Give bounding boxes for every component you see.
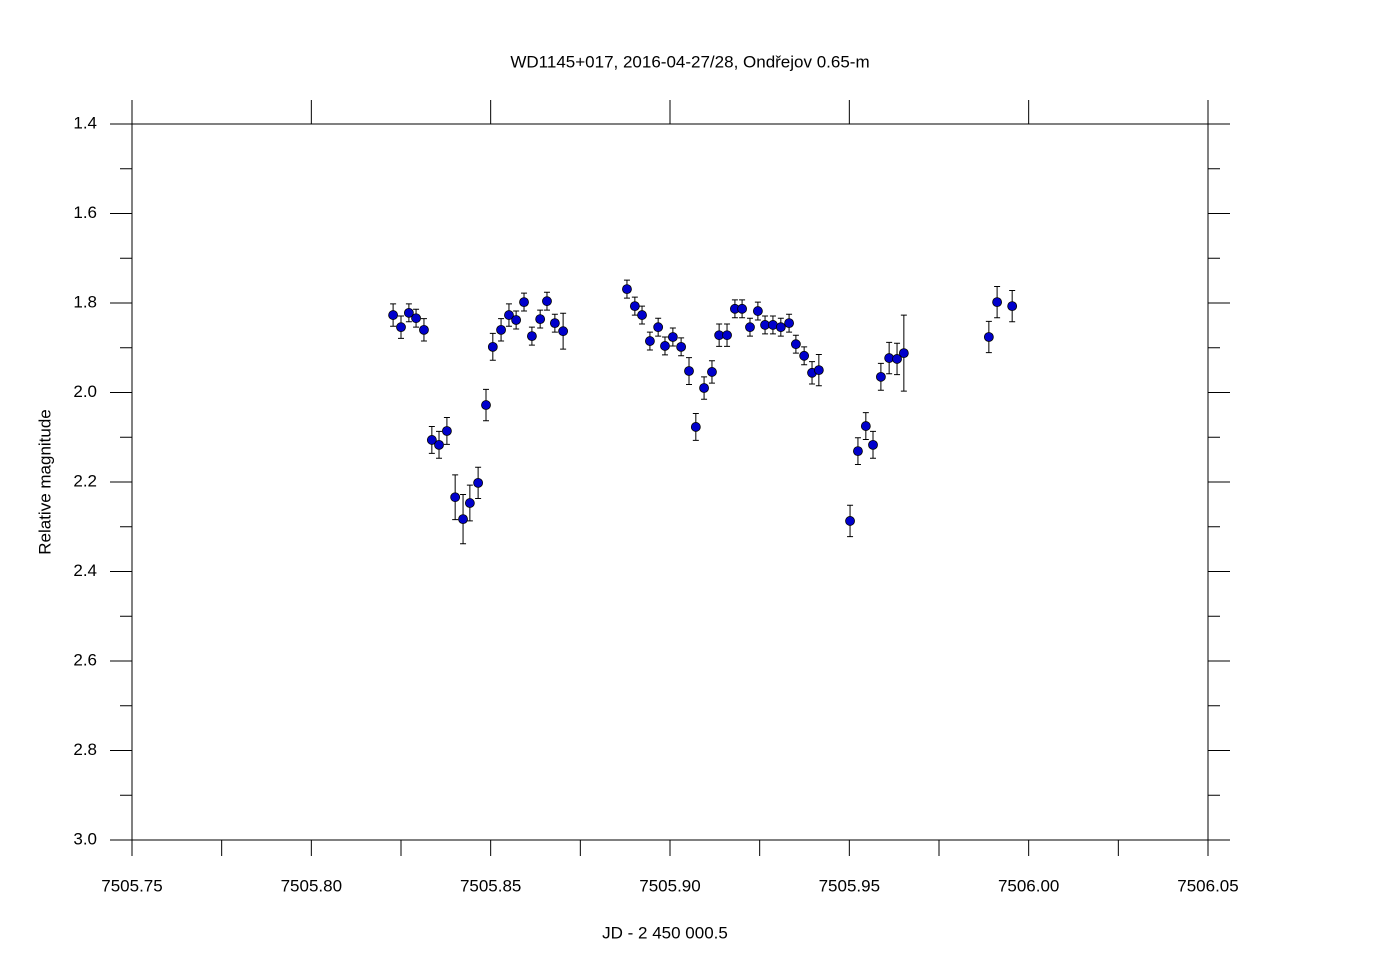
data-point xyxy=(707,367,717,377)
data-point xyxy=(845,516,855,526)
data-point xyxy=(458,514,468,525)
data-point xyxy=(667,332,678,342)
data-point xyxy=(799,350,810,361)
data-point xyxy=(481,400,491,410)
data-point xyxy=(487,341,498,352)
data-point xyxy=(775,322,786,333)
data-point xyxy=(875,371,886,382)
data-point xyxy=(898,348,909,359)
data-point xyxy=(645,336,655,346)
data-point xyxy=(722,330,732,341)
y-tick-label: 1.6 xyxy=(73,203,97,222)
data-point xyxy=(511,315,522,325)
y-tick-label: 3.0 xyxy=(73,829,97,848)
data-point xyxy=(558,326,569,337)
x-tick-label: 7505.95 xyxy=(819,876,880,895)
x-axis-label: JD - 2 450 000.5 xyxy=(602,923,728,942)
y-tick-label: 2.2 xyxy=(73,471,97,490)
data-point xyxy=(676,341,687,352)
y-tick-label: 2.8 xyxy=(73,740,97,759)
data-point xyxy=(784,318,794,329)
data-point xyxy=(637,310,647,320)
y-tick-label: 2.4 xyxy=(73,561,97,580)
data-point xyxy=(426,435,437,445)
y-tick-label: 2.6 xyxy=(73,650,97,669)
data-point xyxy=(396,322,406,333)
data-point xyxy=(992,297,1003,308)
data-point xyxy=(853,446,863,457)
y-axis-label: Relative magnitude xyxy=(35,409,54,555)
x-tick-label: 7505.80 xyxy=(281,876,342,895)
x-tick-label: 7506.00 xyxy=(998,876,1059,895)
data-point xyxy=(983,332,994,342)
data-point xyxy=(690,422,701,432)
data-point xyxy=(411,313,421,324)
y-tick-label: 1.8 xyxy=(73,292,97,311)
data-point xyxy=(542,296,552,307)
y-tick-label: 1.4 xyxy=(73,113,97,132)
data-point xyxy=(660,341,670,351)
data-point xyxy=(1007,301,1018,312)
data-point xyxy=(434,439,444,450)
data-point xyxy=(653,322,664,333)
data-point xyxy=(868,439,878,450)
data-point xyxy=(527,331,537,342)
x-tick-label: 7505.75 xyxy=(101,876,162,895)
data-point xyxy=(464,498,475,508)
y-tick-label: 2.0 xyxy=(73,382,97,401)
data-point xyxy=(892,354,902,364)
data-point xyxy=(535,314,546,325)
x-tick-label: 7505.85 xyxy=(460,876,521,895)
data-point xyxy=(403,307,414,318)
data-point xyxy=(473,477,484,488)
data-point xyxy=(388,310,399,320)
data-point xyxy=(622,284,632,295)
data-point xyxy=(684,366,694,376)
data-point xyxy=(549,318,560,329)
chart-title: WD1145+017, 2016-04-27/28, Ondřejov 0.65… xyxy=(510,52,869,71)
data-point xyxy=(496,324,506,335)
data-point xyxy=(752,306,763,316)
x-tick-label: 7505.90 xyxy=(639,876,700,895)
data-point xyxy=(442,426,452,436)
data-point xyxy=(699,383,709,393)
data-point xyxy=(419,324,429,335)
data-point xyxy=(737,303,747,314)
data-point xyxy=(813,365,824,376)
data-point xyxy=(745,322,755,333)
data-point xyxy=(629,301,640,312)
data-point xyxy=(504,310,514,320)
data-point xyxy=(790,339,801,350)
data-point xyxy=(519,297,529,308)
data-point xyxy=(450,492,461,503)
x-tick-label: 7506.05 xyxy=(1177,876,1238,895)
data-point xyxy=(860,421,871,431)
